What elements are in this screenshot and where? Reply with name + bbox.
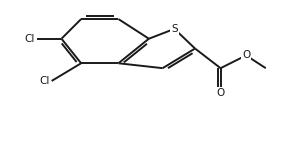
Text: Cl: Cl [25,34,35,44]
Text: S: S [171,24,178,34]
Text: Cl: Cl [39,76,50,86]
Text: O: O [216,88,225,98]
Text: O: O [242,50,250,60]
